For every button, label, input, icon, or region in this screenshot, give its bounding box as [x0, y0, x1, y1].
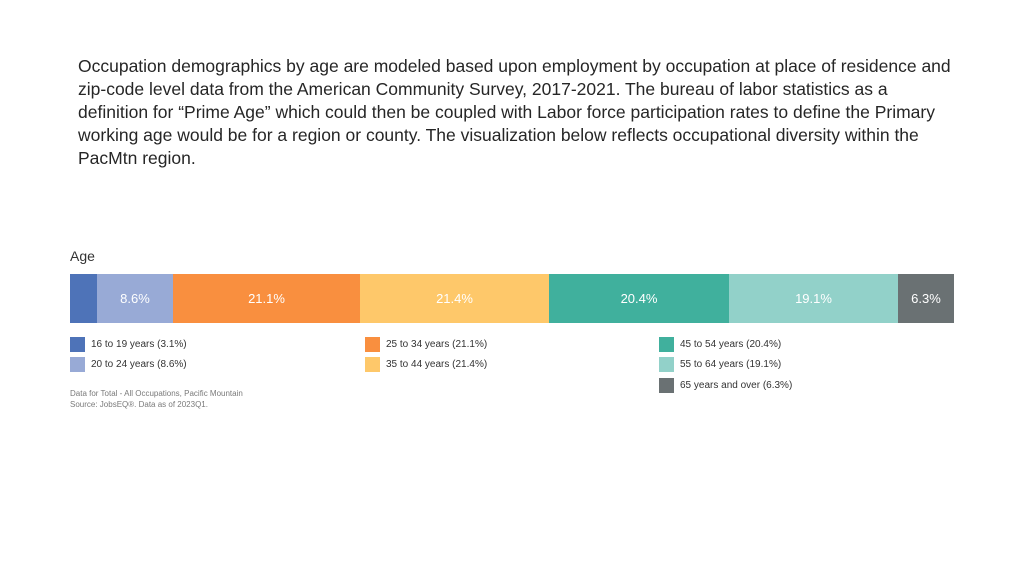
- chart-footnote: Data for Total - All Occupations, Pacifi…: [70, 388, 243, 410]
- legend-label: 65 years and over (6.3%): [680, 379, 793, 391]
- bar-segment[interactable]: 21.1%: [173, 274, 360, 323]
- stacked-bar: 8.6% 21.1% 21.4% 20.4% 19.1% 6.3%: [70, 274, 954, 323]
- footnote-line: Source: JobsEQ®. Data as of 2023Q1.: [70, 400, 208, 409]
- legend-label: 25 to 34 years (21.1%): [386, 338, 488, 350]
- legend-item[interactable]: 16 to 19 years (3.1%): [70, 334, 187, 355]
- legend-column-1: 16 to 19 years (3.1%) 20 to 24 years (8.…: [70, 334, 187, 375]
- segment-label: 8.6%: [120, 291, 150, 306]
- legend-swatch: [70, 357, 85, 373]
- intro-paragraph: Occupation demographics by age are model…: [78, 56, 951, 168]
- legend-swatch: [365, 357, 380, 373]
- legend-item[interactable]: 45 to 54 years (20.4%): [659, 334, 792, 355]
- legend-item[interactable]: 25 to 34 years (21.1%): [365, 334, 487, 355]
- legend-label: 55 to 64 years (19.1%): [680, 359, 782, 371]
- footnote-line: Data for Total - All Occupations, Pacifi…: [70, 389, 243, 398]
- legend-column-3: 45 to 54 years (20.4%) 55 to 64 years (1…: [659, 334, 792, 396]
- legend-item[interactable]: 65 years and over (6.3%): [659, 375, 792, 396]
- segment-label: 6.3%: [911, 291, 941, 306]
- legend-swatch: [659, 377, 674, 393]
- legend-label: 20 to 24 years (8.6%): [91, 359, 187, 371]
- bar-segment[interactable]: 20.4%: [549, 274, 729, 323]
- legend-swatch: [659, 357, 674, 373]
- legend-column-2: 25 to 34 years (21.1%) 35 to 44 years (2…: [365, 334, 487, 375]
- segment-label: 20.4%: [620, 291, 658, 306]
- bar-segment[interactable]: 21.4%: [360, 274, 549, 323]
- segment-label: 21.4%: [436, 291, 473, 306]
- bar-segment[interactable]: 6.3%: [898, 274, 954, 323]
- legend-item[interactable]: 35 to 44 years (21.4%): [365, 355, 487, 376]
- legend-item[interactable]: 20 to 24 years (8.6%): [70, 355, 187, 376]
- legend-swatch: [659, 336, 674, 352]
- legend-item[interactable]: 55 to 64 years (19.1%): [659, 355, 792, 376]
- bar-segment[interactable]: 8.6%: [97, 274, 173, 323]
- bar-segment[interactable]: 19.1%: [729, 274, 898, 323]
- bar-segment[interactable]: [70, 274, 97, 323]
- legend-swatch: [70, 336, 85, 352]
- segment-label: 19.1%: [795, 291, 832, 306]
- chart-title: Age: [70, 248, 95, 264]
- legend-label: 45 to 54 years (20.4%): [680, 338, 782, 350]
- segment-label: 21.1%: [248, 291, 285, 306]
- legend-label: 35 to 44 years (21.4%): [386, 359, 488, 371]
- legend-label: 16 to 19 years (3.1%): [91, 338, 187, 350]
- legend-swatch: [365, 336, 380, 352]
